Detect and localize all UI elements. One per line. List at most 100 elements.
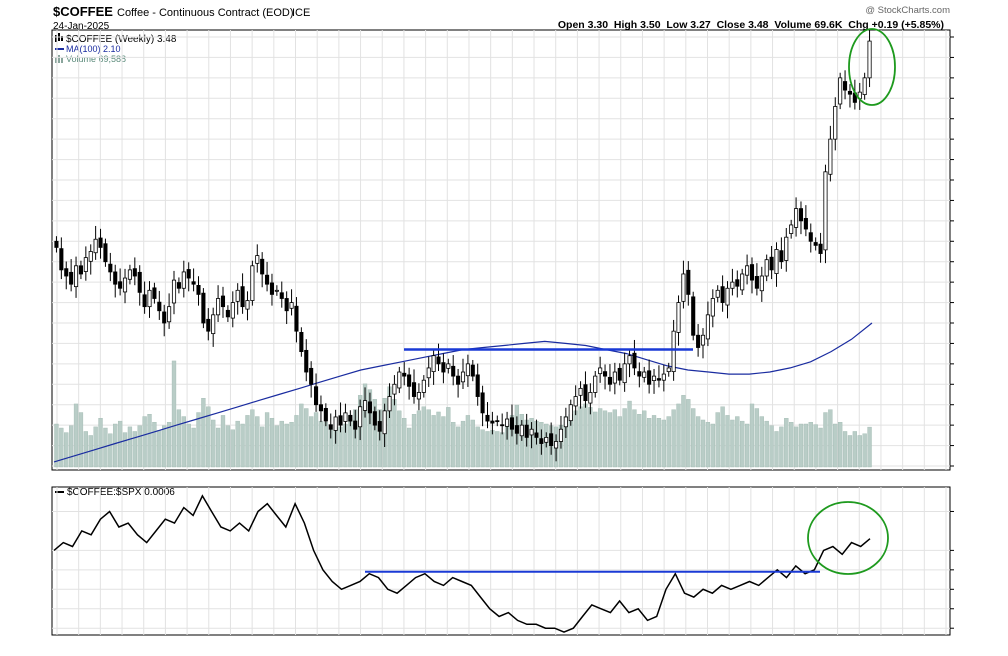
- candle-body: [98, 237, 103, 248]
- candle: [764, 254, 769, 282]
- candle: [593, 371, 598, 398]
- candle: [544, 432, 549, 448]
- candle: [754, 263, 759, 296]
- candle: [431, 348, 436, 385]
- candle: [147, 281, 152, 318]
- candle: [813, 237, 818, 251]
- candle-body: [318, 404, 324, 412]
- candle: [59, 237, 64, 280]
- candle-body: [108, 263, 113, 273]
- volume-bar: [847, 435, 853, 468]
- candle-body: [779, 250, 784, 263]
- volume-bar: [676, 403, 681, 468]
- volume-bar: [475, 426, 480, 468]
- volume-bar: [245, 415, 250, 468]
- volume-bar: [406, 427, 412, 468]
- volume-bar: [583, 403, 588, 468]
- volume-bar: [294, 415, 299, 468]
- candle-body: [176, 282, 181, 289]
- candle-body: [284, 298, 289, 312]
- candle-body: [720, 286, 725, 303]
- ohlc-readout: Open 3.30 High 3.50 Low 3.27 Close 3.48 …: [558, 19, 944, 31]
- volume-bar: [397, 410, 402, 468]
- candle: [314, 373, 319, 412]
- candle-body: [147, 289, 152, 308]
- candle: [686, 261, 691, 306]
- candle-body: [691, 296, 696, 336]
- candle: [847, 84, 853, 108]
- volume-bar: [867, 426, 872, 468]
- candle: [421, 375, 426, 398]
- candle-body: [656, 378, 661, 381]
- candle: [426, 356, 431, 387]
- candle-body: [152, 287, 157, 299]
- candle-body: [798, 208, 804, 222]
- candle-body: [475, 374, 480, 397]
- volume-bar: [220, 415, 226, 468]
- candle-body: [470, 364, 475, 377]
- candle: [470, 359, 475, 382]
- volume-bar: [833, 423, 838, 468]
- candle: [818, 232, 823, 263]
- candle: [769, 245, 774, 280]
- candle: [299, 327, 304, 357]
- volume-bar: [813, 424, 818, 468]
- candle-body: [299, 331, 304, 353]
- candle: [397, 366, 402, 394]
- volume-bar: [108, 433, 113, 468]
- volume-bar: [779, 426, 784, 468]
- candle-body: [745, 265, 750, 276]
- volume-bar: [700, 419, 706, 468]
- candle: [583, 371, 588, 408]
- candle-body: [813, 242, 818, 246]
- candle: [294, 297, 299, 343]
- candle-body: [568, 404, 573, 422]
- candle-body: [269, 282, 275, 295]
- candle: [309, 361, 314, 398]
- candle: [823, 164, 828, 264]
- candle-body: [740, 273, 745, 291]
- volume-bar: [710, 423, 715, 468]
- volume-bar: [637, 414, 642, 468]
- candle-body: [465, 363, 470, 377]
- candle: [245, 291, 250, 321]
- volume-bar: [671, 409, 676, 468]
- volume-bar: [362, 383, 368, 468]
- volume-bar: [83, 431, 88, 468]
- candle-body: [671, 330, 676, 373]
- volume-bar: [68, 425, 74, 468]
- candle: [328, 413, 333, 439]
- candle-body: [78, 265, 83, 275]
- candle-body: [514, 425, 519, 434]
- candle-body: [402, 372, 407, 377]
- volume-bar: [240, 423, 245, 468]
- candle-body: [69, 271, 74, 285]
- candle-body: [304, 349, 309, 373]
- candle: [196, 276, 201, 306]
- candle-body: [554, 441, 559, 449]
- candle-body: [642, 371, 647, 378]
- candle: [558, 415, 564, 449]
- volume-bar: [651, 415, 657, 468]
- volume-bar: [279, 420, 284, 468]
- price-grid: [52, 30, 950, 470]
- volume-bar: [691, 408, 696, 468]
- candle: [201, 288, 206, 329]
- ratio-line: [53, 494, 871, 633]
- candle-body: [171, 279, 177, 304]
- volume-bar: [250, 409, 255, 468]
- candle: [284, 291, 289, 325]
- candle: [539, 429, 544, 455]
- volume-legend-label: Volume 69,588: [66, 54, 126, 64]
- candle-body: [294, 305, 299, 332]
- candle-body: [421, 379, 426, 393]
- candle: [230, 291, 235, 328]
- candle: [828, 125, 833, 182]
- candle-body: [715, 289, 720, 298]
- candle-body: [343, 412, 348, 422]
- candle: [157, 290, 162, 320]
- candle: [627, 348, 632, 378]
- candle-body: [88, 251, 93, 262]
- candle: [475, 363, 480, 406]
